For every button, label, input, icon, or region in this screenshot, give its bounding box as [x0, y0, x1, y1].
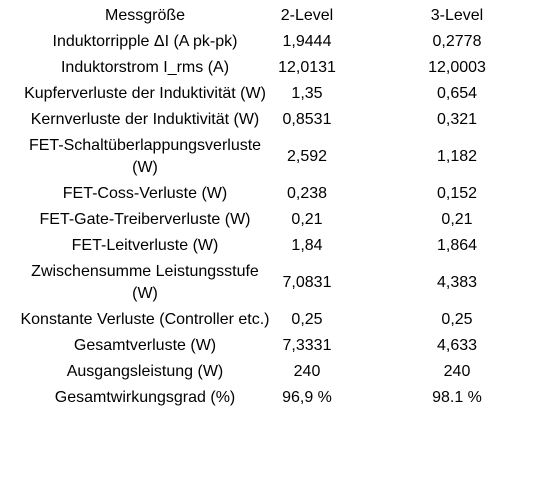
value-cell: 1,84	[291, 237, 323, 254]
row-label: Kupferverluste der Induktivität (W)	[24, 85, 266, 102]
row-label: FET-Coss-Verluste (W)	[62, 185, 228, 202]
value-cell: 4,383	[436, 274, 478, 291]
value-cell: 0,25	[291, 311, 323, 328]
value-cell: 0,25	[441, 311, 473, 328]
value-cell: 7,3331	[282, 337, 332, 354]
value-cell: 0,21	[441, 211, 473, 228]
value-cell: 0,152	[436, 185, 478, 202]
value-cell: 98.1 %	[432, 389, 482, 406]
row-label: Induktorripple ΔI (A pk-pk)	[52, 33, 238, 50]
row-label: FET-Gate-Treiberverluste (W)	[39, 211, 251, 228]
value-cell: 7,0831	[282, 274, 332, 291]
row-label: FET-Schaltüberlappungsverluste (W)	[28, 137, 262, 176]
value-cell: 1,35	[291, 85, 323, 102]
header-cell: Messgröße	[104, 7, 186, 24]
row-label: Kernverluste der Induktivität (W)	[30, 111, 260, 128]
value-cell: 1,182	[436, 148, 478, 165]
value-cell: 0,321	[436, 111, 478, 128]
value-cell: 96,9 %	[282, 389, 332, 406]
row-label: Ausgangsleistung (W)	[66, 363, 224, 380]
table: Messgröße 2-Level 3-Level Induktorripple ΔI…	[20, 7, 486, 406]
value-cell: 12,0131	[278, 59, 336, 76]
value-cell: 2,592	[286, 148, 328, 165]
row-label: Gesamtverluste (W)	[73, 337, 217, 354]
value-cell: 1,864	[436, 237, 478, 254]
value-cell: 0,2778	[432, 33, 482, 50]
row-label: Zwischensumme Leistungsstufe (W)	[31, 263, 259, 302]
row-label: FET-Leitverluste (W)	[71, 237, 219, 254]
value-cell: 240	[443, 363, 471, 380]
value-cell: 1,9444	[282, 33, 332, 50]
value-cell: 0,238	[286, 185, 328, 202]
header-cell: 2-Level	[280, 7, 334, 24]
header-cell: 3-Level	[430, 7, 484, 24]
value-cell: 4,633	[436, 337, 478, 354]
value-cell: 240	[293, 363, 321, 380]
value-cell: 0,654	[436, 85, 478, 102]
value-cell: 0,8531	[282, 111, 332, 128]
row-label: Konstante Verluste (Controller etc.)	[20, 311, 270, 328]
row-label: Gesamtwirkungsgrad (%)	[54, 389, 236, 406]
value-cell: 0,21	[291, 211, 323, 228]
row-label: Induktorstrom I_rms (A)	[60, 59, 230, 76]
value-cell: 12,0003	[428, 59, 486, 76]
